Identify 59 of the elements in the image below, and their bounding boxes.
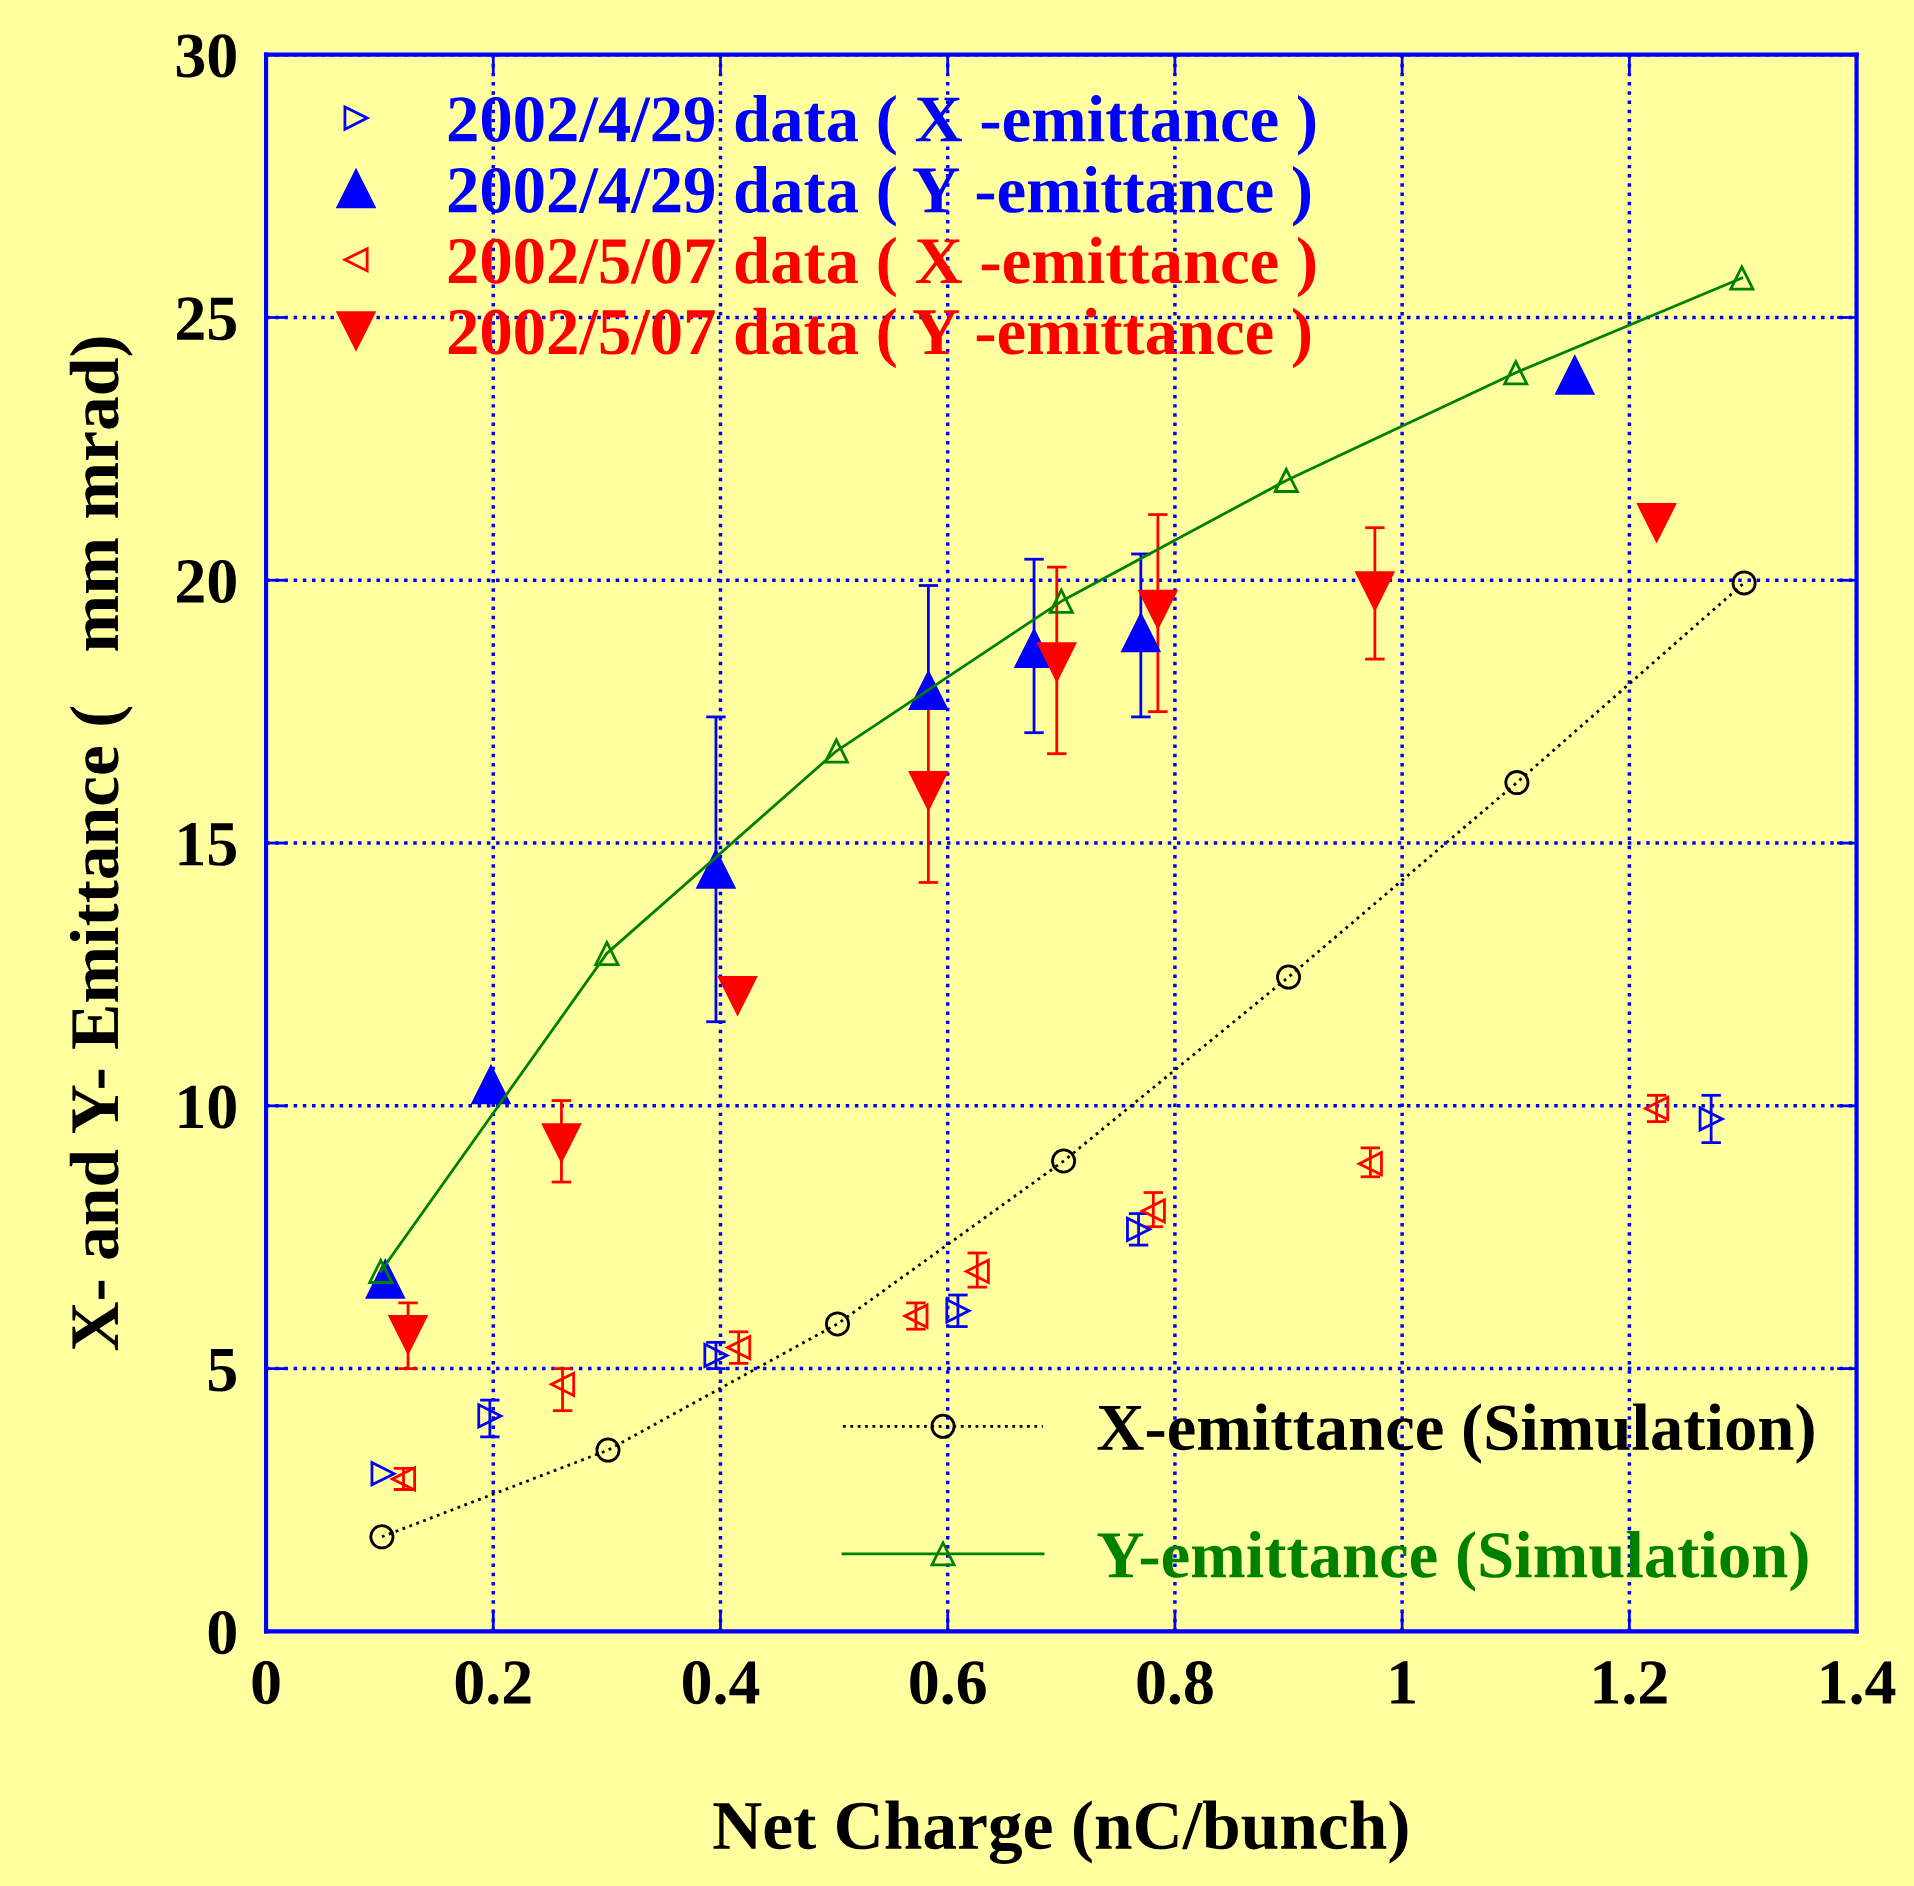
x-tick-label: 0.6 — [910, 1661, 986, 1705]
x-axis-title: Net Charge (nC/bunch) — [713, 1800, 1408, 1864]
legend-label: X-emittance (Simulation) — [1097, 1403, 1814, 1464]
x-tick-label: 0 — [252, 1661, 280, 1705]
point — [1357, 1151, 1383, 1177]
point — [1637, 503, 1677, 542]
point — [1555, 355, 1595, 395]
point — [1037, 642, 1077, 682]
x-tick-label: 1.4 — [1821, 1661, 1896, 1705]
legend-label: 2002/4/29 data ( X -emittance ) — [448, 95, 1316, 156]
y-tick-label: 30 — [176, 34, 236, 78]
point — [825, 1311, 850, 1337]
y-tick-label: 25 — [177, 297, 236, 341]
point — [1698, 1106, 1724, 1132]
y-tick-label: 20 — [177, 559, 236, 604]
point — [964, 1258, 990, 1284]
point — [908, 771, 948, 810]
point — [1138, 589, 1178, 629]
y-tick-label: 0 — [208, 1611, 236, 1655]
point — [369, 1524, 395, 1550]
point — [1126, 1216, 1152, 1242]
x-tick-label: 1.2 — [1594, 1661, 1667, 1705]
point — [471, 1065, 511, 1105]
point — [1121, 613, 1161, 653]
legend-label: 2002/4/29 data ( Y -emittance ) — [448, 165, 1311, 227]
y-tick-label: 10 — [179, 1085, 236, 1129]
point — [388, 1315, 428, 1354]
y-axis-title: X- and Y- Emittance ( mm mrad) — [69, 337, 133, 1351]
point — [823, 736, 850, 764]
point — [1051, 1148, 1077, 1174]
y-tick-label: 15 — [179, 823, 236, 866]
point — [945, 1298, 971, 1324]
x-tick-label: 0.4 — [682, 1661, 760, 1705]
point — [1048, 588, 1074, 614]
point — [726, 1335, 752, 1361]
point — [1140, 1198, 1166, 1224]
point — [550, 1371, 576, 1397]
point — [594, 940, 620, 966]
point — [595, 1437, 621, 1463]
point — [696, 849, 736, 889]
point — [1731, 570, 1757, 596]
point — [477, 1403, 503, 1429]
point — [370, 1461, 396, 1487]
x-tick-label: 1 — [1391, 1661, 1415, 1704]
point — [1728, 263, 1756, 291]
y-tick-label: 5 — [208, 1348, 236, 1392]
legend-label: Y-emittance (Simulation) — [1097, 1530, 1808, 1592]
point — [908, 671, 948, 711]
point — [1273, 467, 1299, 493]
point — [718, 976, 757, 1015]
point — [541, 1123, 581, 1163]
legend-label: 2002/5/07 data ( X -emittance ) — [448, 236, 1316, 298]
point — [1276, 964, 1302, 990]
point — [1504, 770, 1530, 796]
point — [1355, 571, 1395, 611]
legend-label: 2002/5/07 data ( Y -emittance ) — [448, 307, 1311, 369]
x-tick-label: 0.2 — [455, 1661, 531, 1705]
x-tick-label: 0.8 — [1137, 1661, 1213, 1705]
point — [1503, 360, 1529, 386]
